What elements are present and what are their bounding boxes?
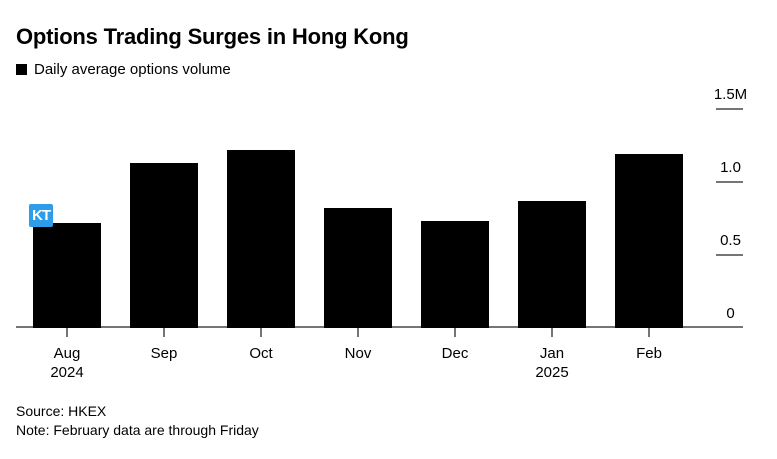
x-axis-tick [551,328,553,337]
x-axis-tick [648,328,650,337]
x-axis-label-feb: Feb [636,345,662,362]
y-axis-label-1.5m: 1.5M [713,86,748,103]
bar-aug [33,223,101,328]
y-axis-label-0.5: 0.5 [720,232,741,249]
source-text: Source: HKEX [16,403,107,419]
x-axis-tick [66,328,68,337]
x-axis-label-jan: Jan 2025 [535,345,569,381]
x-axis-label-sep: Sep [150,345,178,362]
y-axis-label-1.0: 1.0 [720,159,741,176]
kt-overlay-tag[interactable]: KT [29,204,53,227]
bar-oct [227,150,295,328]
x-axis-tick [454,328,456,337]
x-axis-tick [260,328,262,337]
legend-swatch-icon [16,64,27,75]
bar-feb [615,154,683,328]
legend-label: Daily average options volume [34,61,231,78]
bar-dec [421,221,489,328]
x-axis-label-aug: Aug 2024 [50,345,84,381]
bar-nov [324,208,392,328]
x-axis-tick [163,328,165,337]
y-axis-tick-dash [716,254,743,256]
y-axis-tick-dash [716,108,743,110]
bar-jan [518,201,586,328]
x-axis-label-oct: Oct [249,345,273,362]
x-axis-label-dec: Dec [441,345,469,362]
y-axis-tick-dash [716,181,743,183]
bar-sep [130,163,198,328]
y-axis-label-0: 0 [726,305,735,322]
chart-title: Options Trading Surges in Hong Kong [16,24,409,49]
chart-footer: Source: HKEX Note: February data are thr… [16,402,259,439]
x-axis-label-nov: Nov [344,345,372,362]
note-text: Note: February data are through Friday [16,421,259,438]
legend: Daily average options volume [16,61,231,78]
x-axis-tick [357,328,359,337]
